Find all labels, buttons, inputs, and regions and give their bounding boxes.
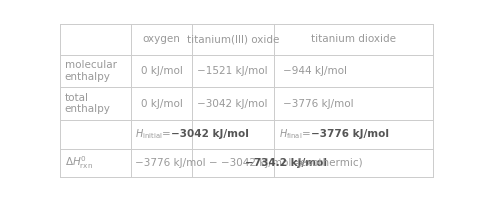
Text: −1521 kJ/mol: −1521 kJ/mol [196, 66, 267, 76]
Text: −3042 kJ/mol: −3042 kJ/mol [170, 129, 248, 139]
Text: molecular
enthalpy: molecular enthalpy [64, 60, 116, 82]
Text: 0 kJ/mol: 0 kJ/mol [141, 66, 182, 76]
Text: titanium(III) oxide: titanium(III) oxide [187, 34, 279, 44]
Text: (exothermic): (exothermic) [295, 158, 361, 168]
Text: −3042 kJ/mol: −3042 kJ/mol [196, 99, 267, 109]
Text: titanium dioxide: titanium dioxide [311, 34, 396, 44]
Text: total
enthalpy: total enthalpy [64, 93, 110, 114]
Text: 0 kJ/mol: 0 kJ/mol [141, 99, 182, 109]
Text: =: = [162, 129, 174, 139]
Text: −3776 kJ/mol: −3776 kJ/mol [283, 99, 353, 109]
Text: oxygen: oxygen [143, 34, 180, 44]
Text: −944 kJ/mol: −944 kJ/mol [283, 66, 347, 76]
Text: $H_{\rm initial}$: $H_{\rm initial}$ [135, 127, 163, 141]
Text: $\Delta H^0_{\rm rxn}$: $\Delta H^0_{\rm rxn}$ [64, 155, 93, 171]
Text: −734.2 kJ/mol: −734.2 kJ/mol [245, 158, 327, 168]
Text: =: = [301, 129, 313, 139]
Text: $H_{\rm final}$: $H_{\rm final}$ [278, 127, 302, 141]
Text: −3776 kJ/mol: −3776 kJ/mol [310, 129, 388, 139]
Text: −3776 kJ/mol − −3042 kJ/mol =: −3776 kJ/mol − −3042 kJ/mol = [135, 158, 306, 168]
